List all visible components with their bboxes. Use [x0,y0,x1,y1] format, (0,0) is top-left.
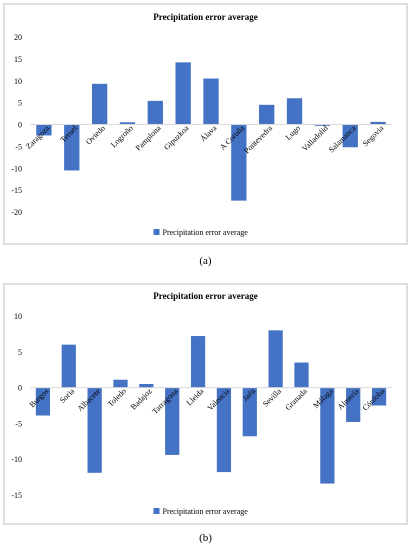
caption-a: (a) [199,255,212,267]
y-tick-label: -15 [11,491,22,500]
bar [259,104,275,125]
chart-b: Precipitation error average1050-5-10-15B… [3,283,408,525]
y-tick-label: -20 [11,208,22,217]
y-tick-label: -10 [11,164,22,173]
chart-panel-b: Precipitation error average 10 5 0 -5 -10 -15 B… [0,280,411,550]
bar [190,336,206,388]
y-tick-label: -5 [15,419,22,428]
bar [35,387,51,416]
bar [370,121,386,125]
bar [320,387,335,484]
y-tick-label: 10 [14,312,22,321]
caption-b: (b) [199,532,212,544]
chart-a: Precipitation error average 20 15 10 5 0 -5 -10… [3,3,408,245]
chart-title: Precipitation error average [153,12,257,22]
bar [165,387,180,455]
bar [242,387,257,437]
legend-label: Precipitation error average [163,507,249,516]
bar [268,330,283,388]
bar [294,362,309,388]
chart-frame [3,283,408,525]
y-tick-label: 15 [14,55,22,64]
legend-label: Precipitation error average [163,228,249,237]
y-tick-label: -10 [11,455,22,464]
y-tick-label: 0 [18,384,22,393]
y-tick-label: 5 [18,348,22,357]
bar [64,124,80,171]
bar [87,387,102,473]
bar [203,78,219,125]
bar [216,387,232,473]
y-tick-label: 5 [18,99,22,108]
legend-swatch [153,229,160,235]
bar [119,122,136,125]
bar [147,100,163,125]
y-tick-label: 10 [14,77,22,86]
bar [175,62,191,125]
bar [91,83,108,125]
bar [314,124,331,126]
chart-panel-a: Precipitation error average 20 15 10 5 0 -5 -10… [3,3,408,267]
bar [346,387,361,422]
legend-swatch [153,508,160,514]
bar [113,379,128,388]
y-tick-label: 20 [14,33,22,42]
bar [342,124,358,148]
bar [36,124,52,136]
bar [61,344,76,388]
y-tick-label: -5 [15,142,22,151]
bar [231,124,247,201]
bar [371,387,387,406]
chart-title: Precipitation error average [153,291,257,301]
y-tick-label: -15 [11,186,22,195]
bar [139,384,154,388]
y-tick-label: 0 [18,121,22,130]
bar [286,98,303,125]
